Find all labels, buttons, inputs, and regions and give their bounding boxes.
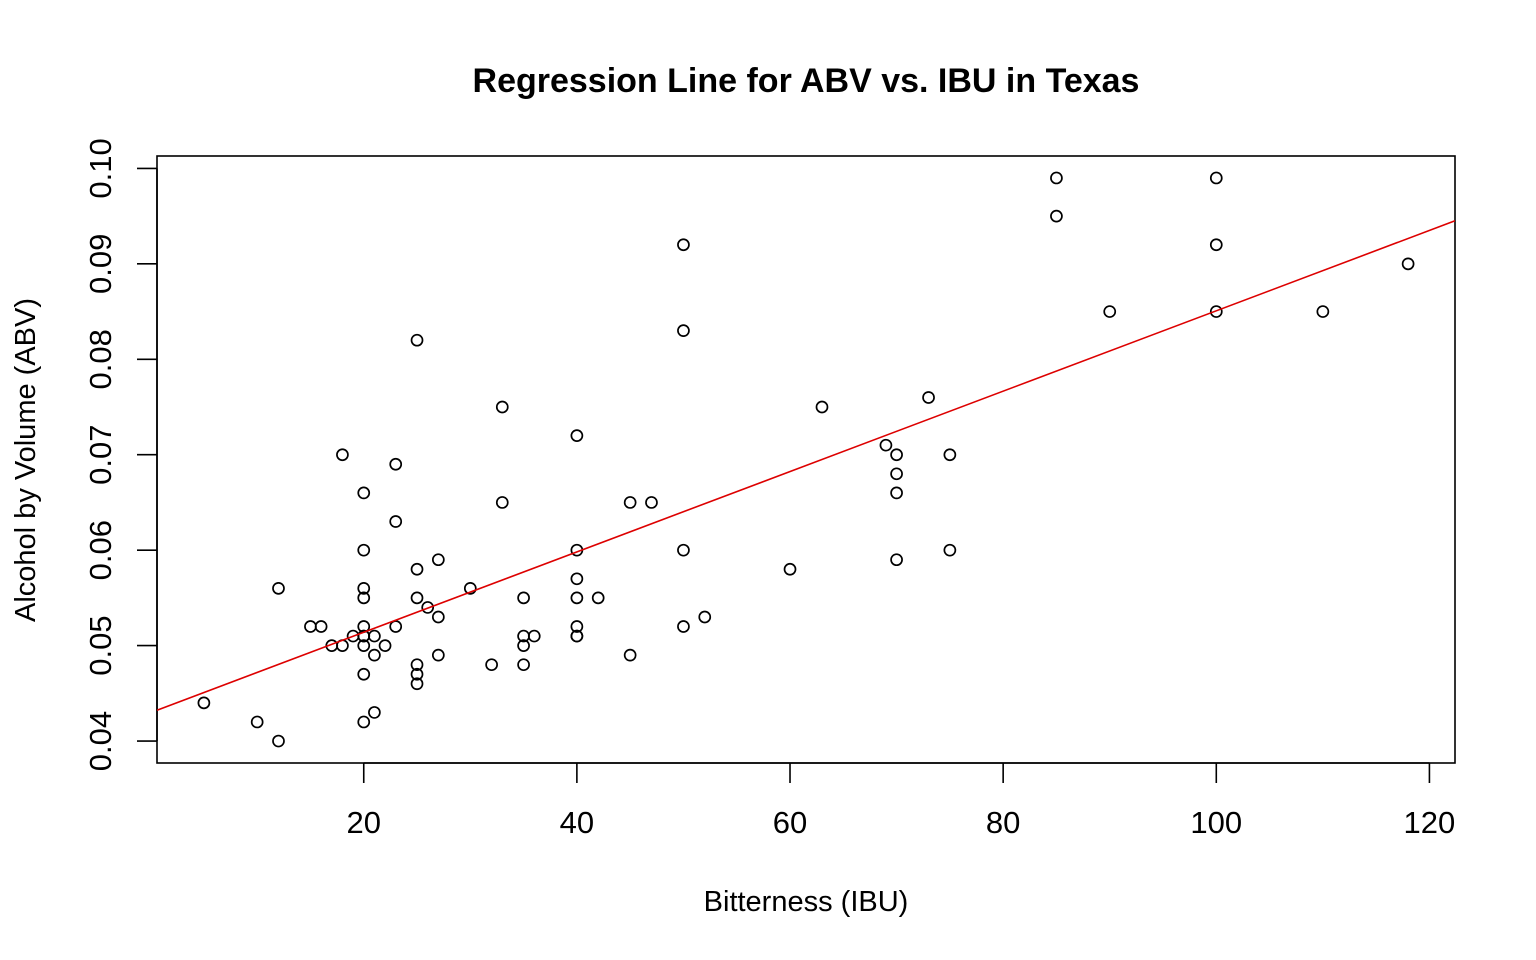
y-tick-label: 0.05 [83, 615, 118, 675]
data-point [1209, 305, 1223, 318]
plot-frame [156, 155, 1456, 764]
data-point [517, 591, 530, 605]
data-point [389, 620, 403, 633]
data-point [378, 639, 392, 652]
data-point [922, 391, 935, 404]
y-tick-label: 0.06 [83, 520, 118, 580]
data-point [357, 486, 371, 500]
y-tick-label: 0.04 [83, 711, 118, 771]
x-tick-label: 40 [560, 805, 594, 840]
data-point [389, 515, 403, 528]
data-point [591, 591, 605, 605]
data-point [410, 677, 424, 691]
data-point [410, 591, 424, 605]
data-point [495, 496, 509, 509]
x-tick-label: 20 [347, 805, 381, 840]
data-point [890, 486, 903, 500]
x-axis: 20 40 60 80 100 120 [347, 762, 1456, 840]
data-point [410, 658, 424, 672]
data-point [495, 400, 509, 414]
data-point [1209, 238, 1223, 252]
data-point [623, 496, 637, 509]
x-tick-label: 100 [1190, 805, 1242, 840]
data-point [783, 562, 797, 576]
y-axis: 0.04 0.05 0.06 0.07 0.08 0.09 0.10 [83, 138, 158, 771]
y-axis-title: Alcohol by Volume (ABV) [10, 298, 42, 622]
data-point [1050, 171, 1063, 185]
data-point [410, 333, 424, 347]
data-point [623, 648, 637, 662]
data-point [698, 610, 712, 624]
data-point [304, 620, 317, 633]
chart-title: Regression Line for ABV vs. IBU in Texas [473, 62, 1140, 100]
data-point [485, 658, 498, 672]
data-point [677, 238, 690, 252]
data-point [272, 734, 285, 748]
data-point [815, 400, 829, 414]
x-tick-label: 60 [773, 805, 807, 840]
data-point [570, 429, 584, 442]
data-point [1316, 305, 1330, 318]
data-point [677, 620, 690, 633]
data-point [570, 572, 584, 586]
y-tick-label: 0.10 [83, 138, 118, 198]
data-point [357, 715, 371, 729]
x-tick-label: 120 [1404, 805, 1456, 840]
data-point [1050, 209, 1063, 223]
data-point [890, 448, 903, 462]
data-point [357, 543, 371, 557]
data-point [1103, 305, 1117, 318]
data-point [272, 581, 285, 595]
data-point [421, 601, 435, 614]
y-tick-label: 0.08 [83, 329, 118, 389]
data-point [357, 581, 371, 595]
data-point [250, 715, 264, 729]
regression-line [157, 220, 1455, 711]
data-point [890, 553, 903, 567]
data-point [1209, 171, 1223, 185]
data-point [410, 562, 424, 576]
data-point [336, 448, 349, 462]
data-point [431, 648, 445, 662]
data-point [368, 629, 381, 643]
data-point [431, 553, 445, 567]
plot-area: 20 40 60 80 100 1200.040.050.060.070.080.090.… [83, 138, 1456, 840]
data-point [410, 667, 424, 681]
data-points [197, 171, 1415, 748]
data-point [389, 457, 403, 471]
data-point [368, 648, 381, 662]
x-axis-title: Bitterness (IBU) [704, 886, 909, 918]
data-point [677, 324, 690, 338]
data-point [570, 629, 584, 643]
data-point [357, 639, 371, 652]
x-tick-label: 80 [986, 805, 1020, 840]
data-point [368, 706, 381, 719]
data-point [879, 438, 893, 452]
data-point [890, 467, 903, 481]
data-point [527, 629, 541, 643]
data-point [357, 591, 371, 605]
data-point [197, 696, 211, 710]
data-point [517, 658, 530, 672]
data-point [517, 639, 530, 652]
data-point [677, 543, 690, 557]
data-point [943, 543, 957, 557]
y-tick-label: 0.09 [83, 234, 118, 294]
data-point [1401, 257, 1415, 271]
data-point [570, 591, 584, 605]
data-point [314, 620, 328, 633]
data-point [943, 448, 957, 462]
data-point [463, 581, 477, 595]
data-point [570, 620, 584, 633]
data-point [645, 496, 658, 509]
data-point [431, 610, 445, 624]
data-point [357, 667, 371, 681]
y-tick-label: 0.07 [83, 425, 118, 485]
